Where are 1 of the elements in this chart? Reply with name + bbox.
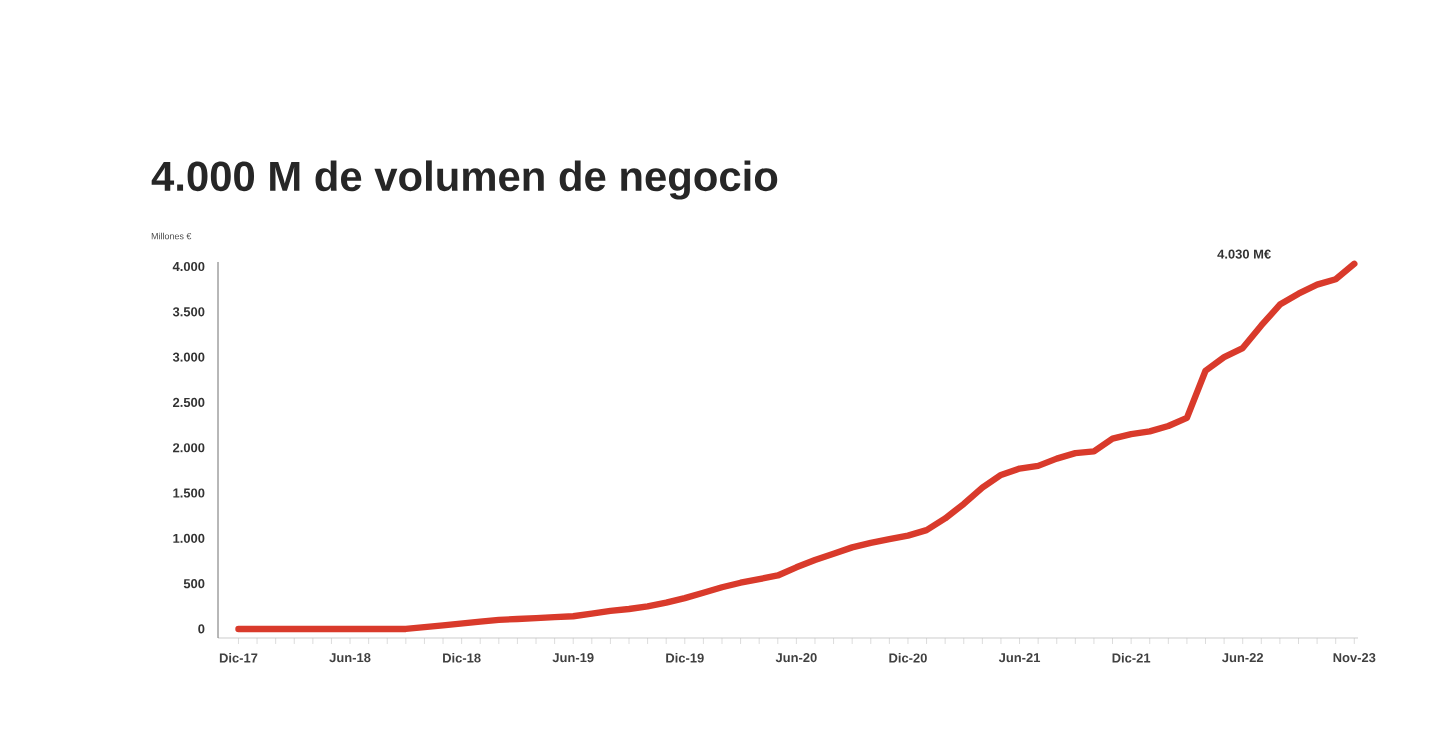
chart-title: 4.000 M de volumen de negocio bbox=[151, 160, 778, 200]
